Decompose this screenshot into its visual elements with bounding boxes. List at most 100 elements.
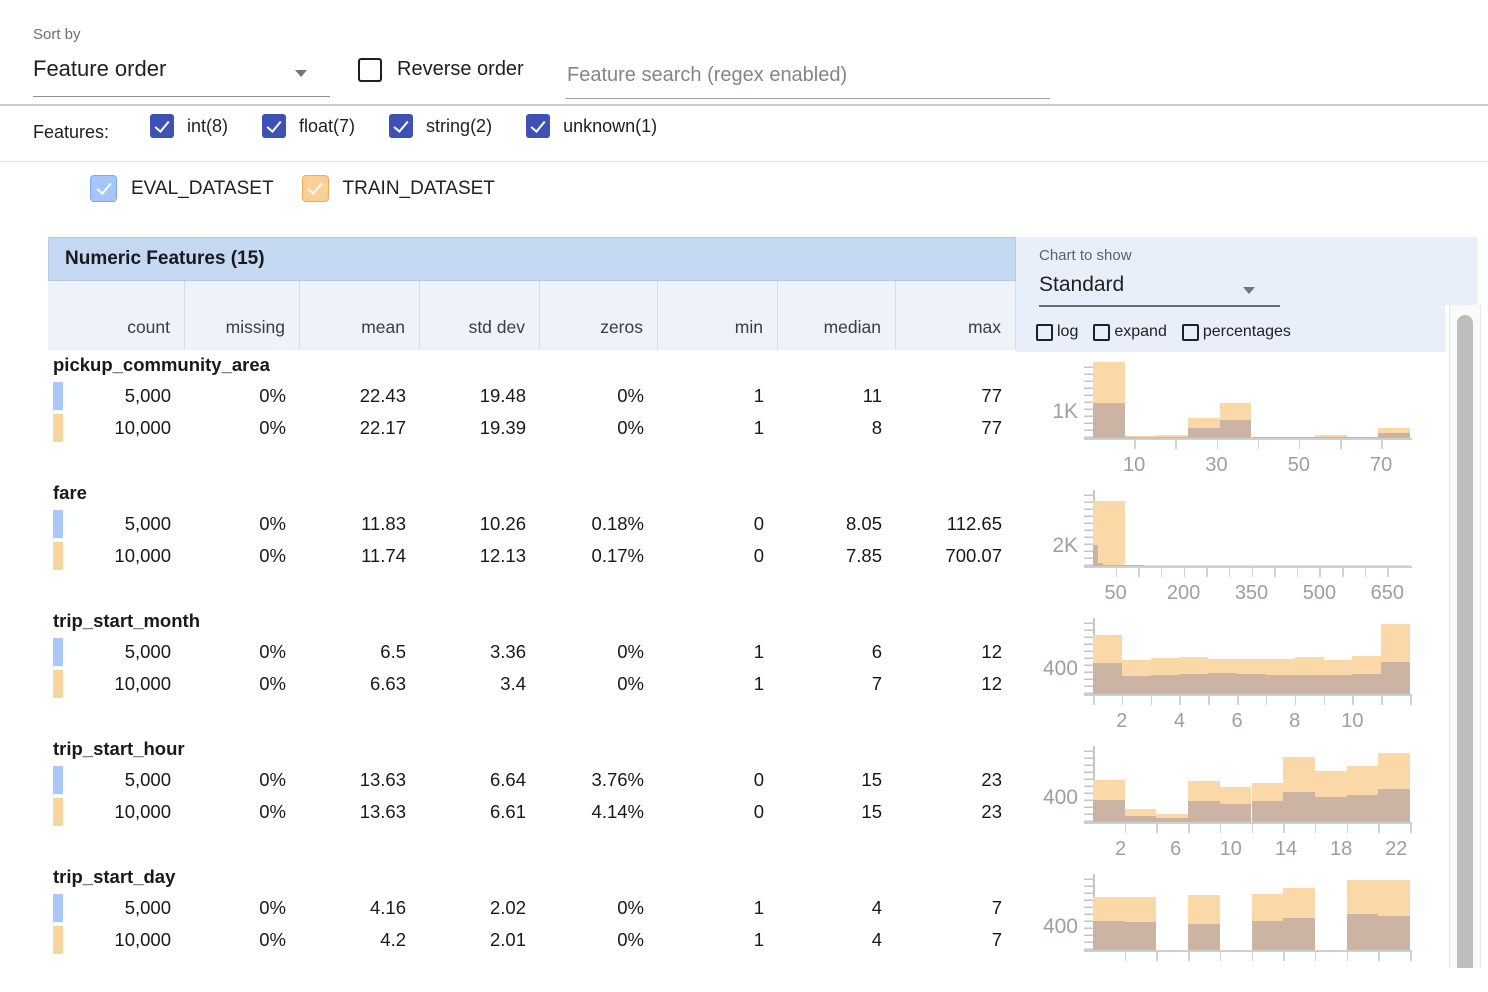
stat-zeros: 4.14% (591, 801, 644, 822)
hist-bar-overlap_bar (1237, 674, 1266, 694)
reverse-order-checkbox[interactable] (358, 58, 382, 82)
stat-mean: 22.43 (359, 385, 406, 406)
sort-by-select[interactable]: Feature order (33, 56, 167, 81)
table-row-trip_start_day: trip_start_day 5,000 0% 4.16 2.02 0% 1 4 7 10,000… (0, 864, 1488, 992)
legend-item-eval_dataset[interactable]: EVAL_DATASET (90, 175, 274, 202)
x-axis-tick (1206, 568, 1208, 577)
stat-max: 7 (991, 897, 1002, 918)
x-axis-tick (1156, 824, 1158, 833)
hist-bar-overlap_bar (1188, 800, 1220, 822)
chart-to-show-select[interactable]: Standard (1039, 273, 1125, 296)
scrollbar-thumb[interactable] (1457, 315, 1473, 968)
stat-mean: 13.63 (359, 769, 406, 790)
x-axis-tick (1274, 568, 1276, 577)
checkbox-icon[interactable] (1181, 323, 1199, 341)
hist-bar-overlap_bar (1093, 800, 1125, 822)
x-axis-tick (1124, 952, 1127, 961)
check-icon (530, 116, 546, 133)
hist-bar-overlap_bar (1179, 674, 1209, 694)
hist-bar-overlap_bar (1251, 921, 1284, 950)
column-header-min: min (658, 281, 778, 350)
stat-min: 0 (753, 545, 764, 566)
feature-type-filter-unknown1[interactable]: unknown(1) (526, 114, 657, 138)
feature-type-filter-float7[interactable]: float(7) (262, 114, 355, 138)
hist-bar-train_bar (1156, 814, 1189, 822)
train-dataset-swatch (53, 542, 63, 570)
hist-bar-train_bar (1378, 565, 1410, 566)
x-axis-tick (1387, 568, 1389, 577)
x-axis-line (1084, 950, 1412, 952)
x-axis-tick (1093, 696, 1095, 705)
legend-item-train_dataset[interactable]: TRAIN_DATASET (301, 175, 495, 202)
train-dataset-swatch (53, 798, 63, 826)
hist-bar-overlap_bar (1314, 437, 1347, 438)
legend-label: EVAL_DATASET (131, 177, 274, 199)
histogram-fare: 2K 50 200 350 500 650 (1030, 480, 1450, 608)
checkbox-icon[interactable] (389, 114, 414, 138)
x-axis-tick (1298, 440, 1301, 449)
hist-bar-train_bar (1219, 565, 1252, 566)
checkbox-icon[interactable] (262, 114, 287, 138)
chevron-down-icon[interactable] (295, 70, 307, 77)
checkbox-icon[interactable] (1036, 323, 1053, 341)
checkbox-icon[interactable] (90, 175, 117, 202)
checkbox-icon[interactable] (1093, 323, 1111, 341)
y-axis-label: 1K (1052, 399, 1078, 423)
hist-bar-train_bar (1283, 565, 1315, 566)
x-axis-tick (1237, 696, 1239, 705)
hist-bar-overlap_bar (1346, 437, 1379, 438)
sort-by-underline (33, 96, 330, 97)
stat-zeros: 0% (617, 417, 644, 438)
x-axis-tick (1346, 824, 1349, 833)
table-row-trip_start_month: trip_start_month 5,000 0% 6.5 3.36 0% 1 6 12 10,0… (0, 608, 1488, 736)
column-header-max: max (896, 281, 1016, 350)
x-axis-tick (1410, 952, 1412, 961)
x-axis-tick (1378, 824, 1380, 833)
eval-dataset-swatch (53, 894, 63, 922)
stat-std-dev: 3.36 (489, 641, 526, 662)
stat-std-dev: 10.26 (479, 513, 526, 534)
filter-label: unknown(1) (563, 115, 658, 136)
checkbox-icon[interactable] (150, 114, 174, 138)
x-axis-tick (1160, 568, 1163, 577)
checkbox-icon[interactable] (301, 175, 329, 202)
stat-median: 6 (871, 641, 882, 662)
hist-bar-overlap_bar (1093, 921, 1125, 950)
stat-missing: 0% (259, 641, 286, 662)
hist-bar-overlap_bar (1381, 661, 1410, 694)
stat-count: 10,000 (114, 673, 171, 694)
x-axis-tick-label: 350 (1234, 582, 1269, 604)
chart-option-percentages[interactable]: percentages (1181, 323, 1291, 341)
feature-search-input[interactable] (565, 52, 1050, 99)
filter-label: float(7) (299, 115, 356, 136)
histogram-trip_start_day: 400 (1030, 864, 1450, 992)
stat-count: 10,000 (114, 929, 171, 950)
hist-bar-overlap_bar (1188, 924, 1220, 950)
feature-type-filter-string2[interactable]: string(2) (389, 114, 492, 138)
feature-name: trip_start_day (53, 866, 176, 887)
checkbox-icon[interactable] (526, 114, 551, 138)
x-axis-tick (1251, 824, 1253, 833)
hist-bar-overlap_bar (1093, 402, 1125, 438)
y-axis-ticks (1084, 490, 1093, 566)
x-axis-tick (1150, 696, 1153, 705)
train-dataset-stats: 10,000 0% 6.63 3.4 0% 1 7 12 (48, 670, 1016, 698)
stat-max: 700.07 (945, 545, 1002, 566)
x-axis-tick (1346, 952, 1349, 961)
stat-count: 10,000 (114, 417, 171, 438)
y-axis-label: 400 (1042, 786, 1078, 810)
chart-option-log[interactable]: log (1036, 323, 1078, 341)
stat-min: 1 (753, 897, 764, 918)
sort-by-label: Sort by (33, 26, 81, 43)
hist-bar-overlap_bar (1118, 565, 1124, 566)
stat-count: 5,000 (124, 385, 171, 406)
chevron-down-icon[interactable] (1243, 287, 1255, 294)
hist-bar-overlap_bar (1188, 428, 1220, 438)
stat-median: 4 (871, 929, 882, 950)
chart-option-expand[interactable]: expand (1093, 323, 1167, 341)
hist-bar-train_bar (1093, 501, 1125, 566)
table-row-pickup_community_area: pickup_community_area 5,000 0% 22.43 19.48 0%… (0, 352, 1488, 480)
stat-zeros: 3.76% (591, 769, 644, 790)
x-axis-tick-label: 22 (1385, 838, 1408, 860)
feature-type-filter-int8[interactable]: int(8) (150, 114, 228, 138)
